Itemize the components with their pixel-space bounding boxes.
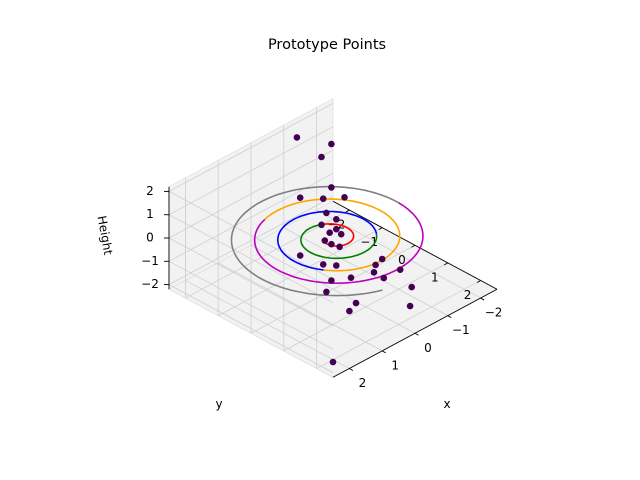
y-tick-label: 1 <box>431 270 439 284</box>
spiral-segment <box>230 185 399 297</box>
data-point <box>406 302 414 310</box>
y-tick-mark <box>444 262 449 266</box>
y-axis-label: y <box>215 397 222 411</box>
z-tick-label: 1 <box>146 207 154 221</box>
x-tick-mark <box>480 297 485 301</box>
y-tick-mark <box>476 280 481 283</box>
data-point <box>380 274 388 282</box>
data-point <box>328 240 335 248</box>
data-point <box>347 274 355 282</box>
x-tick-mark <box>447 315 452 319</box>
tick-marks <box>164 190 485 371</box>
x-tick-label: −2 <box>485 306 503 320</box>
spiral-segment <box>264 198 401 272</box>
data-point <box>337 230 345 238</box>
grid-line-y-floor <box>218 227 383 317</box>
grid-line-y-floor <box>316 280 481 369</box>
data-point <box>370 269 378 276</box>
data-point <box>336 243 343 251</box>
grid-line-z-left-wall <box>168 191 334 280</box>
spiral-segment <box>300 223 378 260</box>
grid-line-z-left-wall <box>168 214 334 304</box>
spiral-lines <box>230 185 424 297</box>
data-point <box>296 252 304 259</box>
data-point <box>293 134 301 141</box>
grid-line-z-right-wall <box>168 149 334 239</box>
grid-line-z-left-wall <box>168 237 334 327</box>
grid-line-z-left-wall <box>168 260 334 350</box>
spiral-segment <box>276 210 378 271</box>
data-point <box>296 194 304 201</box>
data-point <box>333 225 340 233</box>
data-point <box>346 307 353 315</box>
spiral-segment <box>253 202 424 285</box>
data-point <box>328 140 335 148</box>
data-point <box>372 261 379 269</box>
z-tick-label: −2 <box>141 277 159 291</box>
data-point <box>318 153 325 161</box>
grid-line-z-right-wall <box>168 196 334 285</box>
grid-line-y-floor <box>283 262 448 352</box>
x-tick-mark <box>381 350 386 354</box>
grid-line-z-right-wall <box>168 126 334 216</box>
y-tick-label: 2 <box>464 288 472 302</box>
data-point <box>319 261 327 268</box>
data-point <box>318 221 325 229</box>
data-point <box>326 229 334 236</box>
data-point <box>408 283 416 291</box>
data-point <box>396 266 404 274</box>
x-tick-mark <box>414 332 419 336</box>
data-point <box>328 184 335 191</box>
x-tick-mark <box>349 368 354 371</box>
data-point <box>321 237 329 244</box>
x-axis-label: x <box>443 397 450 411</box>
data-point <box>329 358 337 366</box>
data-point <box>333 216 340 223</box>
data-point <box>352 299 360 307</box>
y-tick-mark <box>378 227 383 231</box>
x-tick-label: 1 <box>391 358 399 372</box>
z-axis-label: Height <box>95 215 116 257</box>
y-tick-label: 0 <box>398 253 406 267</box>
data-point <box>378 255 386 263</box>
grid-lines <box>168 103 481 373</box>
data-point <box>341 194 348 201</box>
grid-line-z-left-wall <box>168 284 334 373</box>
x-tick-label: 0 <box>424 341 432 355</box>
x-tick-label: −1 <box>452 323 470 337</box>
data-point <box>319 195 327 202</box>
y-tick-mark <box>345 209 350 213</box>
x-tick-label: 2 <box>359 376 367 390</box>
data-point <box>323 209 330 217</box>
z-tick-label: 2 <box>146 184 154 198</box>
y-tick-mark <box>411 244 416 248</box>
data-point <box>333 262 340 269</box>
z-tick-label: −1 <box>141 254 159 268</box>
z-tick-label: 0 <box>146 231 154 245</box>
chart-title: Prototype Points <box>268 37 386 53</box>
data-point <box>328 277 335 284</box>
data-point <box>323 288 330 296</box>
grid-line-z-right-wall <box>168 103 334 192</box>
scatter-points <box>293 134 416 366</box>
grid-line-y-floor <box>250 244 416 334</box>
